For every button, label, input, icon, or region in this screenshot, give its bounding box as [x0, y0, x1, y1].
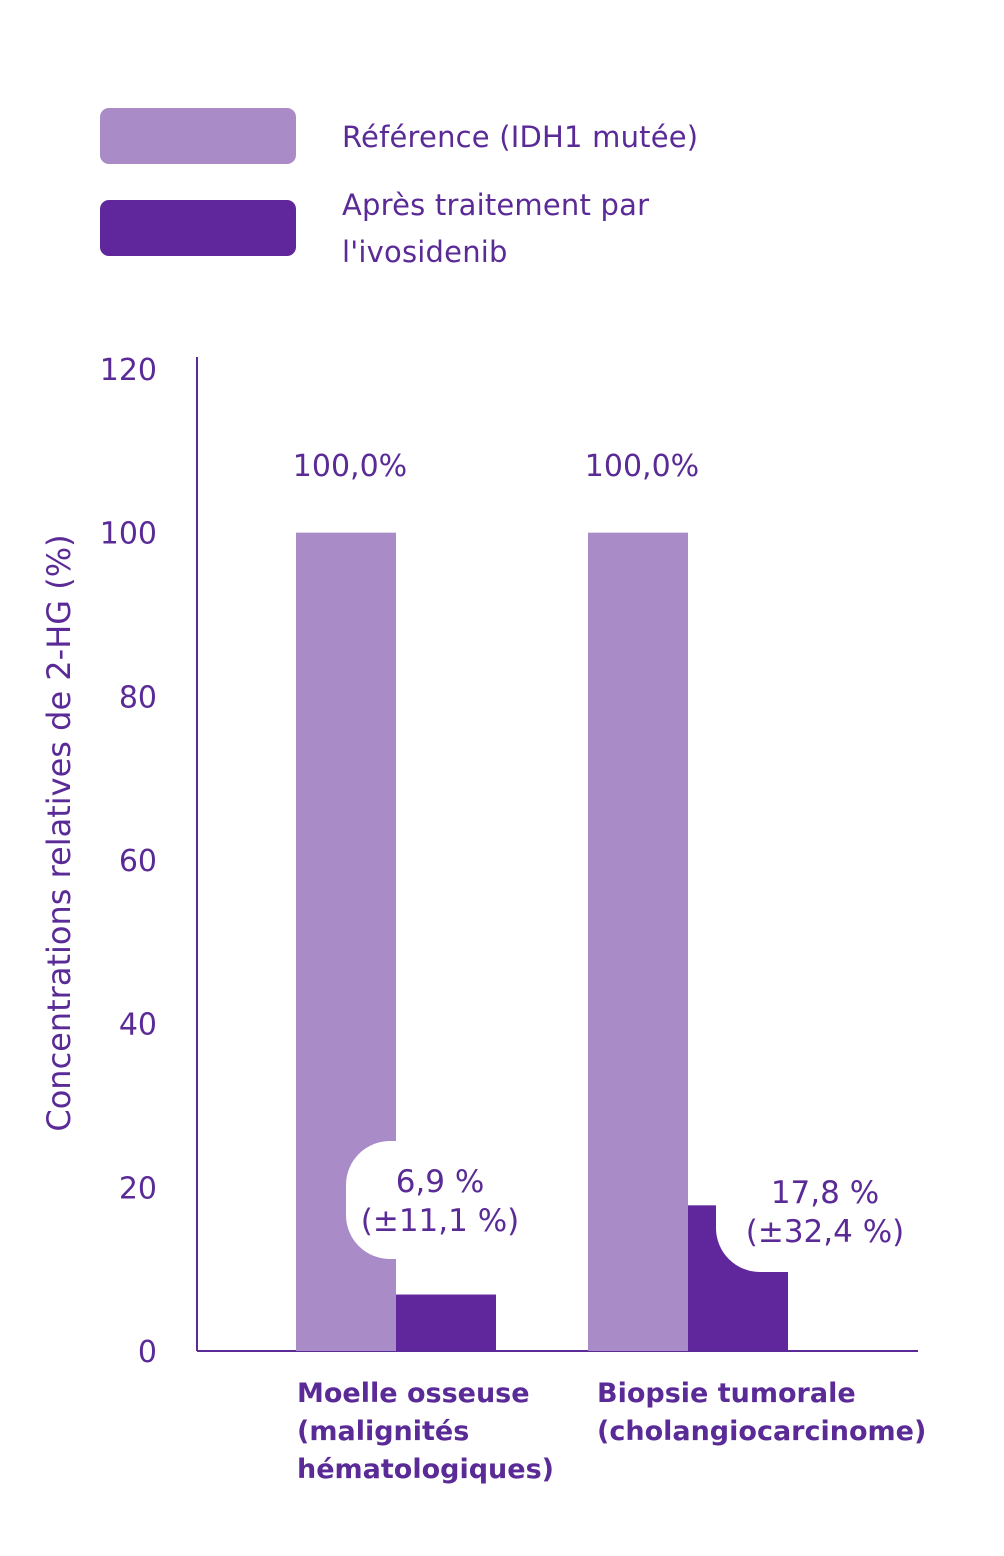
legend-label-reference: Référence (IDH1 mutée)	[342, 120, 699, 154]
y-tick-label: 80	[119, 680, 157, 715]
bar-labels: 100,0% 100,0% 6,9 %(±11,1 %) 17,8 %(±32,4 %…	[293, 449, 932, 1272]
data-label-treatment: 6,9 %	[396, 1164, 485, 1200]
data-label-treatment: 17,8 %	[771, 1175, 879, 1211]
data-label-bubble	[346, 1141, 530, 1259]
data-label-treatment: (±11,1 %)	[361, 1203, 520, 1239]
bar-treatment	[396, 1294, 496, 1351]
data-label-reference: 100,0%	[293, 449, 407, 484]
y-tick-label: 100	[100, 517, 157, 552]
data-label-treatment: (±32,4 %)	[746, 1214, 905, 1250]
legend-label-treatment-line2: l'ivosidenib	[342, 235, 508, 269]
y-axis-label: Concentrations relatives de 2-HG (%)	[40, 534, 78, 1131]
x-tick-label: hématologiques)	[297, 1454, 554, 1485]
x-tick-label: Moelle osseuse	[297, 1378, 530, 1409]
y-axis-ticks: 0 20 40 60 80 100 120	[100, 353, 157, 1370]
y-tick-label: 120	[100, 353, 157, 388]
bars	[296, 532, 788, 1351]
y-tick-label: 20	[119, 1171, 157, 1206]
x-tick-label: Biopsie tumorale	[597, 1378, 856, 1409]
y-tick-label: 40	[119, 1008, 157, 1043]
data-label-reference: 100,0%	[585, 449, 699, 484]
legend-swatch-treatment	[100, 200, 296, 256]
legend-label-treatment: Après traitement par l'ivosidenib	[342, 182, 742, 276]
x-tick-label: (cholangiocarcinome)	[597, 1416, 926, 1447]
y-tick-label: 0	[138, 1335, 157, 1370]
legend-swatch-reference	[100, 108, 296, 164]
x-axis-labels: Moelle osseuse (malignités hématologiques)…	[297, 1378, 926, 1485]
y-tick-label: 60	[119, 844, 157, 879]
bar-reference	[588, 532, 688, 1351]
x-tick-label: (malignités	[297, 1416, 469, 1447]
data-label-bubble	[716, 1156, 932, 1272]
legend-label-treatment-line1: Après traitement par	[342, 188, 650, 222]
